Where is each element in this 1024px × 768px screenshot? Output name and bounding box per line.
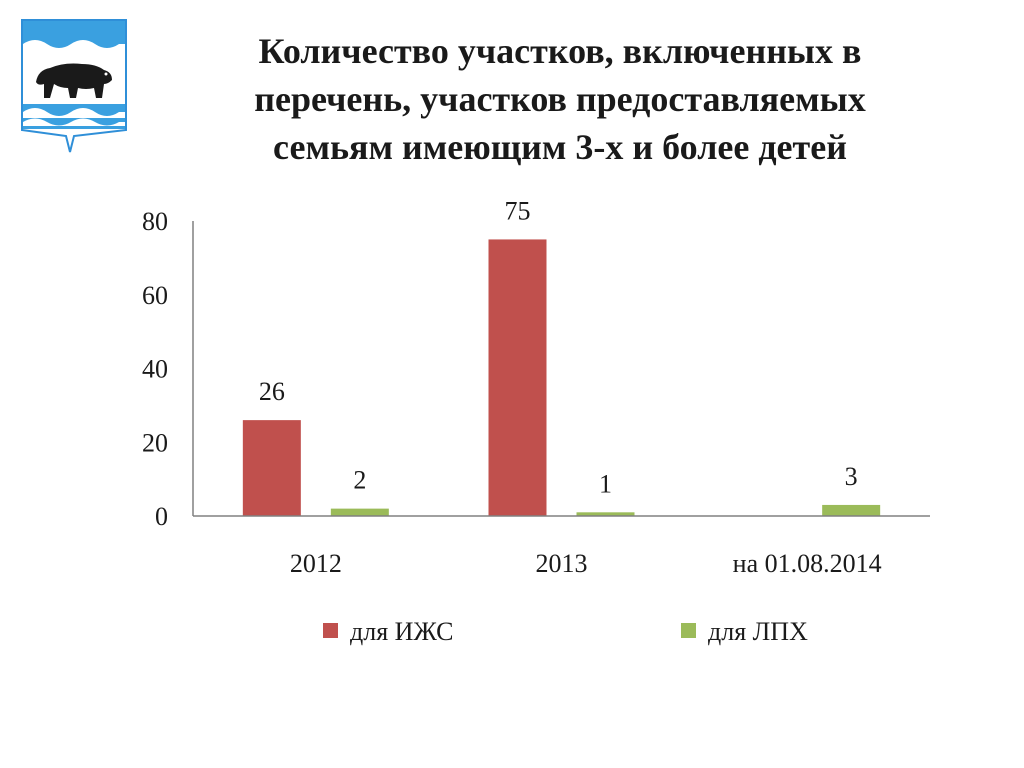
legend-swatch [323, 623, 338, 638]
y-tick-label: 80 [142, 207, 168, 236]
data-label: 26 [259, 377, 285, 406]
bar [822, 504, 881, 516]
data-label: 2 [353, 466, 366, 495]
title-line-1: Количество участков, включенных в [258, 31, 862, 71]
y-tick-label: 40 [142, 355, 168, 384]
bar [488, 239, 547, 516]
data-label: 75 [505, 196, 531, 225]
data-label: 1 [599, 469, 612, 498]
y-tick-label: 60 [142, 281, 168, 310]
x-category-label: 2013 [536, 549, 588, 578]
bar [242, 420, 301, 516]
data-label: 3 [845, 462, 858, 491]
x-category-label: 2012 [290, 549, 342, 578]
legend-swatch [681, 623, 696, 638]
y-tick-label: 0 [155, 502, 168, 531]
y-tick-label: 20 [142, 428, 168, 457]
legend-label: для ИЖС [350, 617, 453, 646]
title-line-3: семьям имеющим 3-х и более детей [273, 126, 847, 167]
legend-label: для ЛПХ [708, 617, 808, 646]
bar [576, 512, 635, 516]
bar [330, 508, 389, 516]
coat-of-arms-bear-icon [21, 19, 127, 153]
x-category-label: на 01.08.2014 [733, 549, 882, 578]
slide-title: Количество участков, включенных в перече… [200, 28, 920, 172]
title-line-2: перечень, участков предоставляемых [254, 78, 866, 119]
